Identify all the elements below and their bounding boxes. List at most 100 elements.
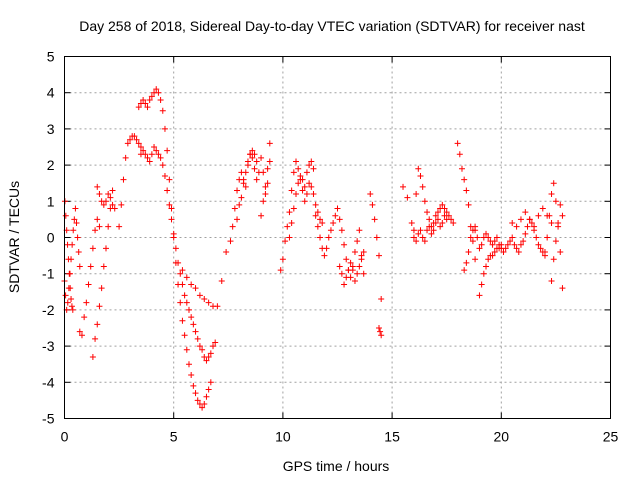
data-point [183, 274, 190, 281]
data-point [83, 299, 90, 306]
data-point [341, 241, 348, 248]
data-point [500, 248, 507, 255]
data-point [369, 201, 376, 208]
data-point [295, 180, 302, 187]
data-point [177, 270, 184, 277]
data-point [469, 238, 476, 245]
data-point [135, 104, 142, 111]
data-point [461, 176, 468, 183]
series-seg-g [135, 86, 214, 411]
series-seg-p [336, 248, 367, 288]
data-point [317, 234, 324, 241]
data-point [306, 180, 313, 187]
data-point [336, 216, 343, 223]
data-point [557, 201, 564, 208]
data-point [188, 281, 195, 288]
data-point [310, 191, 317, 198]
data-point [142, 100, 149, 107]
data-point [102, 198, 109, 205]
x-tick-label: 15 [384, 429, 400, 445]
data-point [550, 180, 557, 187]
data-point [227, 238, 234, 245]
data-point [559, 212, 566, 219]
data-point [179, 267, 186, 274]
data-point [559, 285, 566, 292]
data-point [218, 277, 225, 284]
data-point [161, 172, 168, 179]
data-point [408, 220, 415, 227]
data-point [135, 140, 142, 147]
data-point [137, 144, 144, 150]
data-point [183, 346, 190, 353]
data-point [356, 263, 363, 270]
data-point [356, 227, 363, 234]
data-point [70, 227, 77, 234]
data-point [62, 212, 69, 219]
data-point [493, 234, 500, 241]
data-point [415, 165, 422, 172]
data-point [159, 162, 166, 169]
data-point [242, 169, 249, 176]
data-point [504, 241, 511, 248]
data-point [317, 216, 324, 223]
data-point [413, 238, 420, 245]
data-point [489, 252, 496, 259]
y-axis-label: SDTVAR / TECUs [6, 181, 22, 293]
data-point [351, 277, 358, 284]
data-point [205, 353, 212, 360]
data-point [76, 263, 83, 270]
series-seg-u [454, 140, 479, 263]
data-point [472, 256, 479, 263]
data-point [441, 205, 448, 212]
data-point [312, 201, 319, 208]
data-point [172, 245, 179, 252]
data-point [415, 230, 422, 237]
data-point [122, 154, 129, 161]
data-point [192, 328, 199, 335]
data-point [78, 332, 85, 339]
data-point [338, 270, 345, 277]
series-seg-i [179, 248, 230, 310]
series-seg-b [61, 198, 76, 313]
data-point [437, 223, 444, 230]
data-point [377, 328, 384, 335]
data-point [96, 303, 103, 310]
data-point [236, 201, 243, 208]
data-point [94, 321, 101, 328]
data-point [288, 220, 295, 227]
data-point [89, 245, 96, 252]
data-point [456, 151, 463, 158]
data-point [463, 259, 470, 266]
data-point [413, 191, 420, 198]
data-point [424, 227, 431, 234]
data-point [297, 172, 304, 179]
x-axis-label: GPS time / hours [283, 458, 390, 474]
data-point [286, 209, 293, 216]
data-point [483, 230, 490, 237]
data-point [378, 332, 385, 339]
data-point [535, 212, 542, 219]
data-point [144, 104, 151, 111]
data-point [142, 151, 149, 158]
data-point [517, 216, 524, 223]
data-point [539, 205, 546, 212]
data-point [528, 220, 535, 227]
data-point [210, 343, 217, 350]
data-point [64, 241, 71, 248]
data-point [336, 263, 343, 270]
data-point [323, 245, 330, 252]
data-point [485, 234, 492, 241]
data-point [306, 162, 313, 169]
data-point [465, 248, 472, 255]
data-point [185, 361, 192, 368]
data-point [417, 227, 424, 234]
series-seg-s [400, 165, 457, 234]
data-point [286, 234, 293, 241]
data-point [277, 267, 284, 274]
data-point [321, 252, 328, 259]
series-seg-m [277, 158, 326, 274]
data-point [360, 270, 367, 277]
data-point [299, 187, 306, 194]
data-point [131, 133, 138, 140]
data-point [157, 154, 164, 161]
